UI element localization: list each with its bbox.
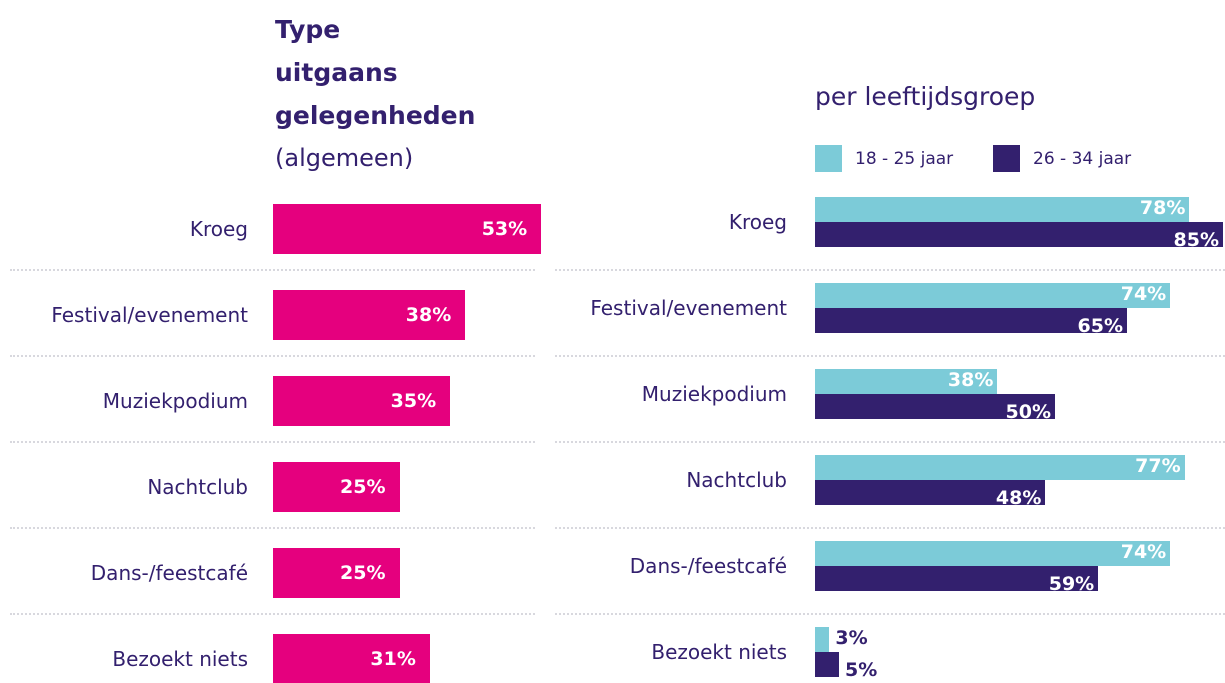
category-label: Nachtclub — [147, 475, 248, 499]
category-label: Festival/evenement — [590, 296, 787, 320]
bar — [815, 627, 830, 652]
bar — [273, 634, 430, 683]
category-label: Dans-/feestcafé — [629, 554, 787, 578]
category-label: Muziekpodium — [641, 382, 787, 406]
bar — [815, 308, 1127, 333]
chart-title: gelegenheden — [275, 101, 476, 130]
value-label: 50% — [1005, 401, 1051, 423]
bar — [815, 283, 1171, 308]
separator — [10, 527, 535, 529]
separator — [555, 527, 1225, 529]
category-label: Kroeg — [728, 210, 787, 234]
separator — [10, 269, 535, 271]
value-label: 35% — [390, 390, 437, 412]
category-label: Muziekpodium — [102, 389, 248, 413]
value-label: 38% — [405, 304, 452, 326]
category-label: Bezoekt niets — [651, 640, 787, 664]
value-label: 74% — [1120, 541, 1167, 563]
category-label: Bezoekt niets — [112, 647, 248, 671]
value-label: 77% — [1135, 455, 1181, 477]
value-label: 31% — [370, 648, 416, 670]
chart-title: per leeftijdsgroep — [815, 82, 1036, 111]
chart-title: Type — [275, 15, 341, 44]
category-label: Kroeg — [189, 217, 248, 241]
separator — [10, 441, 535, 443]
bar — [815, 369, 998, 394]
bar — [815, 480, 1046, 505]
value-label: 25% — [340, 476, 386, 498]
category-label: Dans-/feestcafé — [90, 561, 248, 585]
bar — [273, 290, 466, 340]
chart-title: uitgaans — [275, 58, 398, 87]
bar — [815, 197, 1190, 222]
category-label: Festival/evenement — [51, 303, 248, 327]
value-label: 3% — [835, 627, 868, 649]
chart-subtitle: (algemeen) — [275, 144, 414, 172]
separator — [555, 355, 1225, 357]
value-label: 53% — [481, 218, 528, 240]
category-label: Nachtclub — [686, 468, 787, 492]
legend-label: 18 - 25 jaar — [855, 149, 954, 169]
value-label: 59% — [1048, 573, 1095, 595]
bar — [273, 462, 400, 512]
separator — [555, 613, 1225, 615]
legend-swatch — [815, 145, 842, 172]
bar — [815, 541, 1171, 566]
separator — [555, 269, 1225, 271]
value-label: 25% — [340, 562, 386, 584]
value-label: 65% — [1077, 315, 1123, 337]
value-label: 74% — [1120, 283, 1167, 305]
bar — [273, 376, 451, 426]
bar — [815, 394, 1055, 419]
separator — [555, 441, 1225, 443]
bar — [273, 204, 542, 254]
bar — [815, 652, 839, 677]
bar — [815, 566, 1099, 591]
value-label: 78% — [1139, 197, 1186, 219]
legend-label: 26 - 34 jaar — [1033, 149, 1132, 169]
bar — [815, 455, 1185, 480]
value-label: 5% — [845, 659, 878, 681]
separator — [10, 613, 535, 615]
legend-swatch — [993, 145, 1020, 172]
bar — [815, 222, 1223, 247]
separator — [10, 355, 535, 357]
bar — [273, 548, 400, 598]
value-label: 85% — [1173, 229, 1219, 251]
value-label: 38% — [947, 369, 994, 391]
value-label: 48% — [995, 487, 1042, 509]
